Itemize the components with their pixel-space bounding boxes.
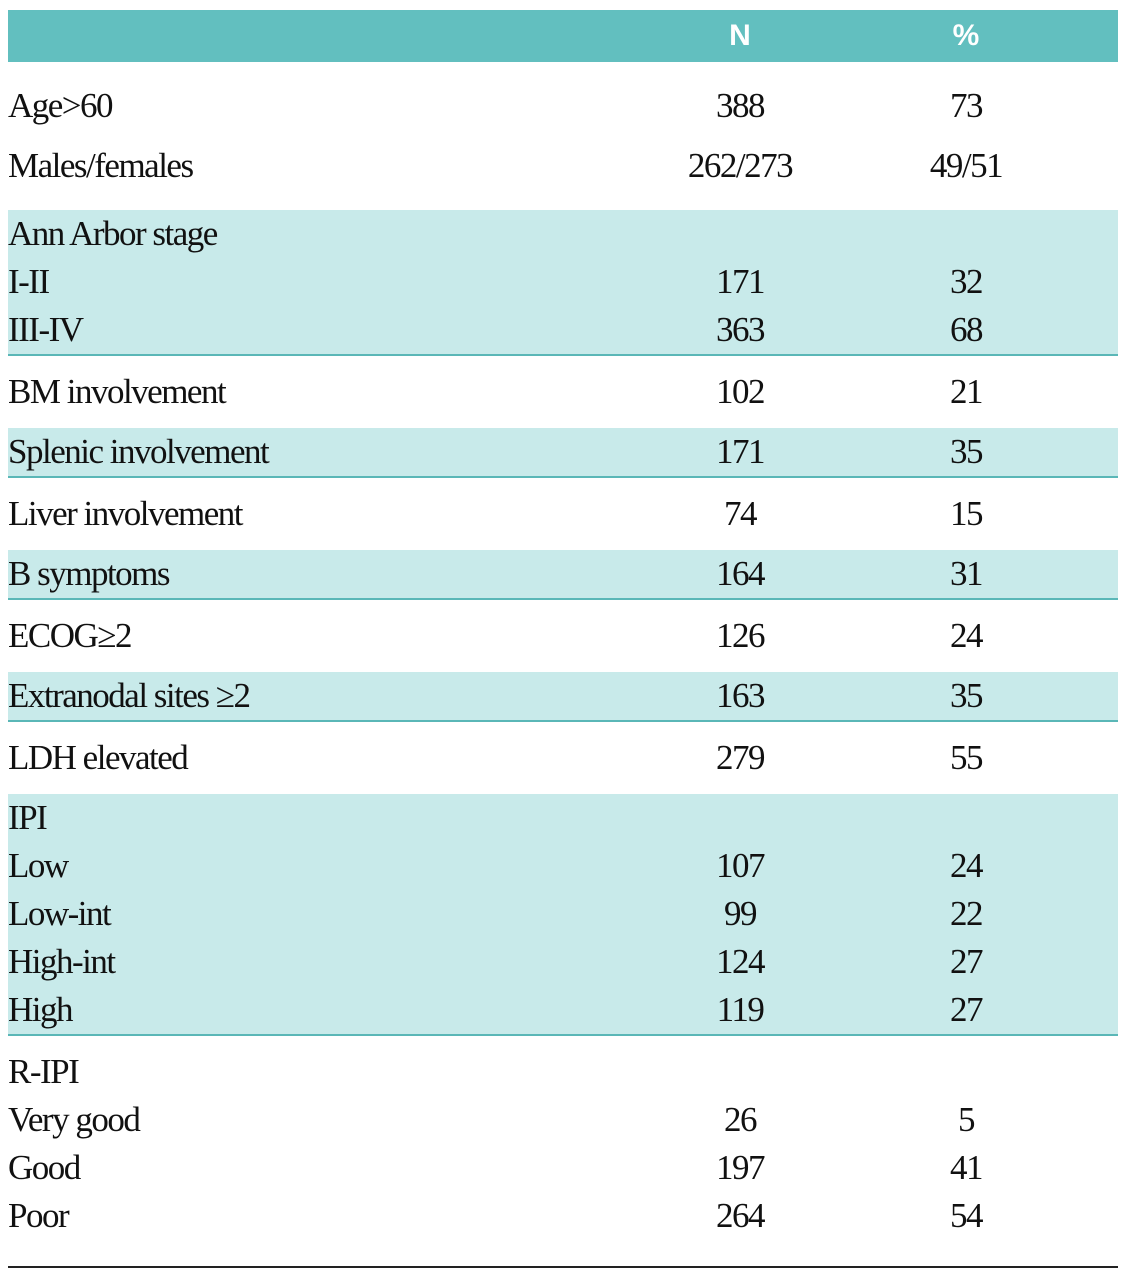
table: N % Age>60 388 73 Males/females 262/273 49/51… [8, 10, 1118, 1268]
cell-value: 27 [950, 942, 984, 981]
row-label: Low-int [8, 894, 112, 933]
cell-value: 74 [724, 494, 758, 533]
table-row: B symptoms 164 31 [8, 550, 1118, 598]
cell-value: 5 [958, 1100, 976, 1139]
cell-value: 32 [950, 262, 984, 301]
cell-value: 31 [950, 554, 984, 593]
row-label: ECOG≥2 [8, 616, 133, 655]
table-row: Ann Arbor stage [8, 210, 1118, 258]
cell-value: 124 [716, 942, 766, 981]
row-label: Very good [8, 1100, 141, 1139]
table-row: Males/females 262/273 49/51 [8, 136, 1118, 196]
cell-value: 102 [716, 372, 766, 411]
cell-value: 27 [950, 990, 984, 1029]
cell-value: 54 [950, 1196, 984, 1235]
row-label: Liver involvement [8, 494, 244, 533]
table-row: Age>60 388 73 [8, 76, 1118, 136]
row-label: Poor [8, 1196, 70, 1235]
header-cell: % [952, 19, 980, 52]
row-group: ECOG≥2 126 24 [8, 600, 1118, 672]
cell-value: 35 [950, 432, 984, 471]
cell-value: 35 [950, 676, 984, 715]
cell-value: 171 [716, 262, 766, 301]
table-row: Low 107 24 [8, 842, 1118, 890]
cell-value: 24 [950, 846, 984, 885]
table-row: Very good 26 5 [8, 1096, 1118, 1144]
table-row: Liver involvement 74 15 [8, 490, 1118, 538]
cell-value: 49/51 [929, 146, 1004, 185]
table-row: Good 197 41 [8, 1144, 1118, 1192]
header-cell: N [729, 19, 751, 52]
cell-value: 68 [950, 310, 984, 349]
cell-value: 15 [950, 494, 984, 533]
cell-value: 119 [716, 990, 765, 1029]
cell-value: 264 [716, 1196, 766, 1235]
table-row: High-int 124 27 [8, 938, 1118, 986]
row-label: Ann Arbor stage [8, 214, 218, 253]
table-row: Extranodal sites ≥2 163 35 [8, 672, 1118, 720]
row-label: I-II [8, 262, 50, 301]
row-label: IPI [8, 798, 48, 837]
cell-value: 41 [950, 1148, 984, 1187]
cell-value: 24 [950, 616, 984, 655]
cell-value: 26 [724, 1100, 758, 1139]
row-label: Low [8, 846, 69, 885]
table-row: Poor 264 54 [8, 1192, 1118, 1240]
cell-value: 363 [716, 310, 766, 349]
header-row: N % [8, 10, 1118, 62]
row-group: Age>60 388 73 Males/females 262/273 49/51 [8, 62, 1118, 210]
row-group: Liver involvement 74 15 [8, 478, 1118, 550]
row-group: LDH elevated 279 55 [8, 722, 1118, 794]
cell-value: 197 [716, 1148, 766, 1187]
row-group: Extranodal sites ≥2 163 35 [8, 672, 1118, 722]
cell-value: 55 [950, 738, 984, 777]
table-row: IPI [8, 794, 1118, 842]
cell-value: 171 [716, 432, 766, 471]
row-label: BM involvement [8, 372, 227, 411]
row-label: High-int [8, 942, 116, 981]
cell-value: 21 [950, 372, 984, 411]
cell-value: 163 [716, 676, 766, 715]
table-row: Low-int 99 22 [8, 890, 1118, 938]
table-row: BM involvement 102 21 [8, 368, 1118, 416]
cell-value: 126 [716, 616, 766, 655]
row-label: LDH elevated [8, 738, 189, 777]
row-group: IPI Low 107 24 Low-int 99 22 High-int 124 27 High 1… [8, 794, 1118, 1036]
row-group: BM involvement 102 21 [8, 356, 1118, 428]
table-row: I-II 171 32 [8, 258, 1118, 306]
cell-value: 279 [716, 738, 766, 777]
row-label: Good [8, 1148, 81, 1187]
row-label: High [8, 990, 74, 1029]
row-label: Males/females [8, 146, 194, 185]
row-group: B symptoms 164 31 [8, 550, 1118, 600]
table-row: LDH elevated 279 55 [8, 734, 1118, 782]
row-group: R-IPI Very good 26 5 Good 197 41 Poor 264 54 [8, 1036, 1118, 1268]
row-label: R-IPI [8, 1052, 80, 1091]
cell-value: 99 [724, 894, 758, 933]
row-label: Extranodal sites ≥2 [8, 676, 251, 715]
table-row: III-IV 363 68 [8, 306, 1118, 354]
row-label: III-IV [8, 310, 84, 349]
table-row: R-IPI [8, 1048, 1118, 1096]
cell-value: 164 [716, 554, 766, 593]
cell-value: 262/273 [687, 146, 794, 185]
row-label: Splenic involvement [8, 432, 270, 471]
cell-value: 73 [950, 86, 984, 125]
table-row: Splenic involvement 171 35 [8, 428, 1118, 476]
row-label: Age>60 [8, 86, 114, 125]
table-row: ECOG≥2 126 24 [8, 612, 1118, 660]
cell-value: 388 [716, 86, 766, 125]
row-group: Splenic involvement 171 35 [8, 428, 1118, 478]
table-row: High 119 27 [8, 986, 1118, 1034]
row-label: B symptoms [8, 554, 171, 593]
cell-value: 107 [716, 846, 766, 885]
cell-value: 22 [950, 894, 984, 933]
row-group: Ann Arbor stage I-II 171 32 III-IV 363 68 [8, 210, 1118, 356]
